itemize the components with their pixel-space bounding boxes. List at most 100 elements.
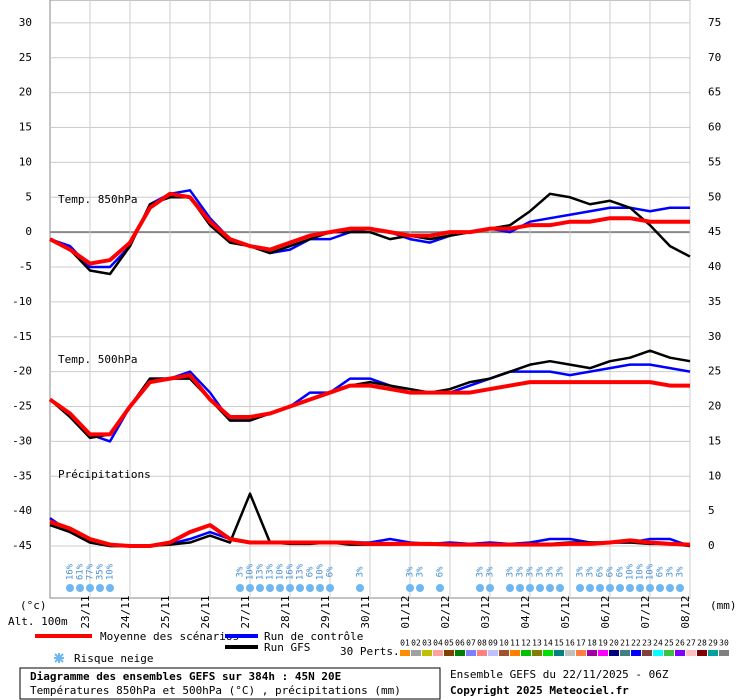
perturbation-label: 03	[422, 639, 432, 648]
perturbation-label: 23	[642, 639, 652, 648]
x-tick-label: 28/11	[279, 595, 292, 628]
snow-risk-label: 3%	[586, 566, 596, 577]
snow-risk-label: 6%	[606, 566, 616, 577]
y-tick-label: -5	[19, 260, 32, 273]
snow-icon	[516, 584, 524, 592]
y2-tick-label: 25	[708, 365, 721, 378]
x-tick-label: 23/11	[79, 595, 92, 628]
perturbation-swatch	[455, 650, 465, 656]
x-tick-label: 04/12	[519, 595, 532, 628]
y-tick-label: -45	[12, 539, 32, 552]
annotation: Précipitations	[58, 468, 151, 481]
y-tick-label: 30	[19, 16, 32, 29]
perturbation-label: 10	[499, 639, 509, 648]
y-tick-label: -20	[12, 365, 32, 378]
perturbation-label: 18	[587, 639, 597, 648]
perturbation-swatch	[708, 650, 718, 656]
perturbation-label: 20	[609, 639, 619, 648]
snow-icon	[236, 584, 244, 592]
snow-risk-label: 13%	[296, 563, 306, 580]
x-tick-label: 27/11	[239, 595, 252, 628]
snow-icon	[676, 584, 684, 592]
perturbation-label: 26	[675, 639, 685, 648]
snow-risk-label: 10%	[246, 563, 256, 580]
snow-icon	[106, 584, 114, 592]
legend-title: 30 Perts.	[340, 645, 400, 658]
perturbation-swatch	[532, 650, 542, 656]
x-tick-label: 05/12	[559, 595, 572, 628]
series-line	[49, 519, 691, 548]
snow-risk-label: 10%	[646, 563, 656, 580]
y-tick-label: -30	[12, 434, 32, 447]
perturbation-swatch	[576, 650, 586, 656]
perturbation-swatch	[609, 650, 619, 656]
snow-risk-label: 3%	[356, 566, 366, 577]
snow-risk-label: 3%	[556, 566, 566, 577]
snow-icon	[316, 584, 324, 592]
y-tick-label: -15	[12, 330, 32, 343]
snow-risk-label: 61%	[76, 563, 86, 580]
snow-icon	[626, 584, 634, 592]
y-axis-label: (°c)	[20, 599, 47, 612]
perturbation-label: 29	[708, 639, 718, 648]
y-tick-label: -25	[12, 400, 32, 413]
perturbation-swatch	[400, 650, 410, 656]
snow-risk-label: 3%	[486, 566, 496, 577]
snow-risk-label: 6%	[656, 566, 666, 577]
snow-risk-label: 10%	[106, 563, 116, 580]
perturbation-label: 25	[664, 639, 674, 648]
snow-risk-label: 3%	[526, 566, 536, 577]
perturbation-label: 12	[521, 639, 531, 648]
legend-label: Risque neige	[74, 652, 153, 665]
snow-risk-label: 77%	[86, 563, 96, 580]
y2-tick-label: 5	[708, 504, 715, 517]
snow-icon	[266, 584, 274, 592]
perturbation-label: 13	[532, 639, 542, 648]
snow-risk-label: 3%	[536, 566, 546, 577]
perturbation-label: 22	[631, 639, 641, 648]
snow-risk-label: 6%	[616, 566, 626, 577]
snow-icon	[546, 584, 554, 592]
perturbation-label: 04	[433, 639, 443, 648]
perturbation-label: 14	[543, 639, 553, 648]
y2-tick-label: 60	[708, 121, 721, 134]
snow-risk-label: 6%	[436, 566, 446, 577]
snow-icon	[506, 584, 514, 592]
perturbation-label: 08	[477, 639, 487, 648]
snow-icon	[306, 584, 314, 592]
perturbation-swatch	[433, 650, 443, 656]
x-tick-label: 01/12	[399, 595, 412, 628]
y2-tick-label: 20	[708, 400, 721, 413]
snow-risk-label: 6%	[596, 566, 606, 577]
perturbation-label: 07	[466, 639, 476, 648]
x-tick-label: 29/11	[319, 595, 332, 628]
perturbation-swatch	[444, 650, 454, 656]
perturbation-swatch	[554, 650, 564, 656]
perturbation-swatch	[521, 650, 531, 656]
footer-run: Ensemble GEFS du 22/11/2025 - 06Z	[450, 668, 669, 681]
snow-icon	[486, 584, 494, 592]
perturbation-swatch	[620, 650, 630, 656]
snow-icon	[296, 584, 304, 592]
perturbation-swatch	[631, 650, 641, 656]
y2-tick-label: 10	[708, 469, 721, 482]
y2-tick-label: 40	[708, 260, 721, 273]
x-tick-label: 03/12	[479, 595, 492, 628]
snow-icon	[246, 584, 254, 592]
snow-icon	[596, 584, 604, 592]
perturbation-swatch	[686, 650, 696, 656]
y2-tick-label: 70	[708, 51, 721, 64]
legend-label: Run GFS	[264, 641, 310, 654]
perturbation-swatch	[719, 650, 729, 656]
snow-risk-label: 6%	[306, 566, 316, 577]
perturbation-swatch	[422, 650, 432, 656]
series-line	[49, 191, 690, 266]
perturbation-swatch	[664, 650, 674, 656]
y-tick-label: -35	[12, 469, 32, 482]
perturbation-swatch	[411, 650, 421, 656]
x-tick-label: 25/11	[159, 595, 172, 628]
perturbation-swatch	[477, 650, 487, 656]
y2-tick-label: 0	[708, 539, 715, 552]
snow-risk-label: 3%	[416, 566, 426, 577]
perturbation-swatch	[466, 650, 476, 656]
